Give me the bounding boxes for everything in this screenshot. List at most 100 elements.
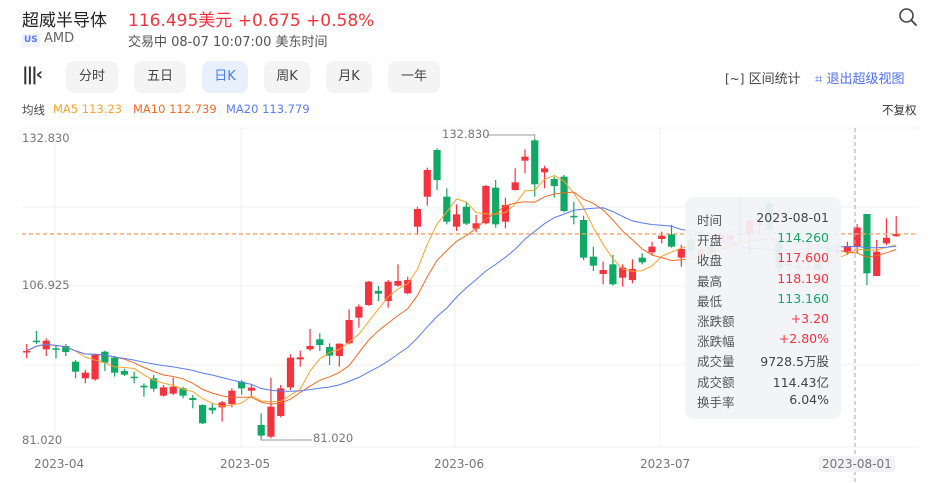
candle-body xyxy=(511,182,519,191)
tab-five-day[interactable]: 五日 xyxy=(134,61,186,93)
candle-body xyxy=(277,388,285,417)
candle-body xyxy=(32,340,41,343)
candle-body xyxy=(589,256,597,266)
tooltip-value: 117.600 xyxy=(777,250,829,266)
tooltip-row: 成交量 9728.5万股 xyxy=(697,351,829,371)
price-quote: 116.495美元 +0.675 +0.58% xyxy=(128,6,374,31)
candle-body xyxy=(452,214,461,227)
tooltip-value: 118.190 xyxy=(777,270,829,286)
candle-body xyxy=(394,280,402,286)
candle-body xyxy=(52,348,60,350)
tab-label: 周K xyxy=(276,69,298,84)
max-marker-line xyxy=(487,134,536,139)
x-tick-label: 2023-05 xyxy=(220,457,271,471)
candle-body xyxy=(247,387,256,391)
candle-body xyxy=(208,407,216,411)
collapse-sidebar-icon[interactable]: |||‹ xyxy=(22,64,43,85)
candle-body xyxy=(531,140,539,185)
candle-body xyxy=(189,397,197,401)
candle-body xyxy=(286,357,295,388)
candle-body xyxy=(882,237,891,244)
tooltip-row: 涨跌额 +3.20 xyxy=(697,311,829,331)
candle-body xyxy=(150,378,158,389)
candle-body xyxy=(550,178,558,187)
tab-daily-k[interactable]: 日K xyxy=(202,61,248,93)
candle-body xyxy=(306,345,314,350)
tooltip-row: 换手率 6.04% xyxy=(697,392,829,412)
ma5-value: MA5 113.23 xyxy=(53,102,122,116)
tooltip-row: 最低 113.160 xyxy=(697,291,829,311)
candle-body xyxy=(570,215,578,218)
x-tick-label: 2023-07 xyxy=(640,457,691,471)
candle-body xyxy=(521,156,529,161)
candle-body xyxy=(648,246,656,253)
crosshair-date-label: 2023-08-01 xyxy=(819,456,895,472)
tab-label: 分时 xyxy=(78,69,105,84)
candle-body xyxy=(179,388,187,396)
candle-body xyxy=(579,219,588,258)
ticker-symbol: AMD xyxy=(44,31,75,46)
tab-intraday[interactable]: 分时 xyxy=(66,61,118,93)
tooltip-value: 114.43亿 xyxy=(772,374,829,390)
candle-body xyxy=(462,206,470,224)
candle-body xyxy=(267,406,275,437)
tooltip-key: 涨跌额 xyxy=(697,314,735,329)
fullscreen-exit-icon: ⌗ xyxy=(815,72,823,87)
tab-label: 五日 xyxy=(146,69,173,84)
candle-body xyxy=(619,267,627,278)
candle-body xyxy=(384,281,392,301)
y-tick-label: 106.925 xyxy=(22,278,70,292)
y-tick-label: 81.020 xyxy=(22,433,63,447)
search-icon[interactable] xyxy=(898,7,918,27)
ma-legend-label: 均线 xyxy=(22,103,45,117)
candle-body xyxy=(433,149,441,181)
candle-body xyxy=(42,340,50,350)
tooltip-row: 时间 2023-08-01 xyxy=(697,210,829,230)
tab-label: 一年 xyxy=(400,69,427,84)
range-stats-button[interactable]: [~] 区间统计 xyxy=(725,68,801,87)
tab-weekly-k[interactable]: 周K xyxy=(264,61,310,93)
candle-body xyxy=(482,186,490,224)
tooltip-key: 最高 xyxy=(697,273,723,289)
tab-monthly-k[interactable]: 月K xyxy=(326,61,372,93)
tooltip-value: 9728.5万股 xyxy=(760,354,829,370)
candle-body xyxy=(658,235,666,239)
candle-body xyxy=(423,169,431,197)
tooltip-row: 最高 118.190 xyxy=(697,271,829,291)
market-badge: US xyxy=(22,34,40,47)
tooltip-key: 成交量 xyxy=(697,354,735,370)
trading-status: 交易中 08-07 10:07:00 美东时间 xyxy=(128,35,328,50)
candle-body xyxy=(159,387,168,396)
candle-body xyxy=(638,257,646,263)
candle-body xyxy=(325,346,334,356)
tab-one-year[interactable]: 一年 xyxy=(388,61,440,93)
tooltip-key: 开盘 xyxy=(697,233,723,249)
ma20-value: MA20 113.779 xyxy=(226,102,310,116)
tooltip-key: 换手率 xyxy=(697,394,735,410)
candle-body xyxy=(472,223,480,229)
candle-body xyxy=(853,227,861,247)
tooltip-key: 收盘 xyxy=(697,253,723,269)
candle-body xyxy=(374,290,383,294)
min-price-label: 81.020 xyxy=(313,431,354,445)
candle-body xyxy=(345,319,353,344)
tooltip-value: +2.80% xyxy=(778,331,829,347)
candle-body xyxy=(111,357,119,373)
tooltip-key: 涨跌幅 xyxy=(697,334,735,350)
candle-body xyxy=(169,386,177,394)
candle-body xyxy=(599,270,607,274)
candle-body xyxy=(130,376,138,379)
tooltip-key: 最低 xyxy=(697,293,723,309)
min-marker-line xyxy=(260,437,312,441)
stock-name: 超威半导体 xyxy=(22,11,107,31)
exit-super-view-button[interactable]: ⌗ 退出超级视图 xyxy=(815,68,904,87)
candle-body xyxy=(218,402,226,408)
tab-label: 月K xyxy=(338,69,360,84)
candle-body xyxy=(101,351,109,363)
candle-body xyxy=(560,176,568,211)
range-bracket-icon: [~] xyxy=(725,72,745,86)
tooltip-row: 收盘 117.600 xyxy=(697,250,829,270)
candle-body xyxy=(257,425,265,436)
adjust-mode-selector[interactable]: 不复权 xyxy=(882,103,917,117)
candle-body xyxy=(120,370,128,375)
